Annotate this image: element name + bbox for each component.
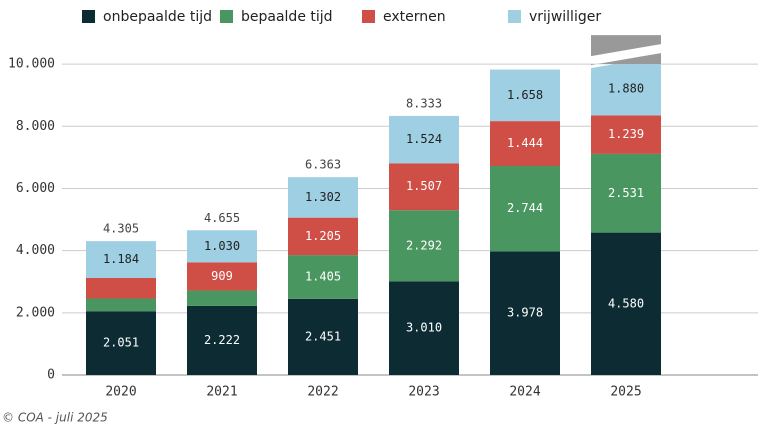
- y-tick-label: 10.000: [8, 57, 55, 72]
- x-tick-label: 2025: [610, 385, 641, 400]
- y-tick-label: 8.000: [16, 119, 55, 134]
- segment-label: 2.222: [204, 333, 240, 347]
- bar-segment: [86, 277, 156, 299]
- bar-segment: [86, 311, 156, 375]
- bar-segment: [389, 281, 459, 375]
- bar-segment: [288, 255, 358, 299]
- segment-label: 1.205: [305, 229, 341, 243]
- legend-swatch: [220, 10, 233, 23]
- segment-label: 2.292: [406, 238, 442, 252]
- x-tick-label: 2022: [307, 385, 338, 400]
- segment-label: 4.580: [608, 296, 644, 310]
- bar-segment: [86, 298, 156, 312]
- bar-segment: [288, 298, 358, 375]
- x-tick-label: 2023: [408, 385, 439, 400]
- bar-segment: [591, 153, 661, 233]
- source: © COA - juli 2025: [2, 411, 108, 425]
- legend-swatch: [82, 10, 95, 23]
- bar-segment: [187, 262, 257, 291]
- segment-label: 2.744: [507, 201, 543, 215]
- segment-label: 1.444: [507, 136, 543, 150]
- axis-break-bottom: [591, 53, 661, 66]
- segment-label: 1.405: [305, 269, 341, 283]
- y-tick-label: 6.000: [16, 181, 55, 196]
- legend-label: onbepaalde tijd: [103, 9, 212, 25]
- bar-segment: [288, 177, 358, 218]
- bar-segment: [187, 230, 257, 263]
- legend-label: bepaalde tijd: [241, 9, 333, 25]
- segment-label: 1.184: [103, 252, 139, 266]
- bar-segment: [389, 115, 459, 164]
- bar-segment: [490, 166, 560, 252]
- bar-segment: [187, 305, 257, 375]
- bar-segment: [288, 217, 358, 256]
- y-tick-label: 4.000: [16, 243, 55, 258]
- segment-label: 3.010: [406, 321, 442, 335]
- y-tick-label: 0: [47, 368, 55, 383]
- legend-swatch: [362, 10, 375, 23]
- bars: [86, 64, 661, 375]
- legend-label: vrijwilliger: [529, 9, 601, 25]
- bar-segment: [86, 241, 156, 278]
- bar-segment: [591, 115, 661, 154]
- segment-label: 2.531: [608, 186, 644, 200]
- total-label: 4.305: [103, 222, 139, 236]
- bar-segment: [591, 64, 661, 116]
- segment-label: 2.051: [103, 336, 139, 350]
- segment-label: 1.507: [406, 179, 442, 193]
- legend-label: externen: [383, 9, 446, 25]
- bar-segment: [389, 210, 459, 282]
- segment-label: 1.524: [406, 132, 442, 146]
- bar-segment: [389, 163, 459, 211]
- segment-label: 1.239: [608, 127, 644, 141]
- segment-label: 1.880: [608, 82, 644, 96]
- bar-segment: [490, 69, 560, 122]
- total-label: 6.363: [305, 158, 341, 172]
- total-label: 8.333: [406, 96, 442, 110]
- segment-label: 1.302: [305, 190, 341, 204]
- x-tick-label: 2020: [105, 385, 136, 400]
- y-tick-label: 2.000: [16, 305, 55, 320]
- segment-label: 1.658: [507, 88, 543, 102]
- segment-label: 909: [211, 269, 233, 283]
- bar-segment: [490, 121, 560, 167]
- x-tick-label: 2024: [509, 385, 540, 400]
- axis-break-top: [591, 35, 661, 57]
- bar-segment: [591, 232, 661, 375]
- segment-label: 1.030: [204, 239, 240, 253]
- legend-swatch: [508, 10, 521, 23]
- bar-segment: [490, 251, 560, 375]
- bar-segment: [187, 290, 257, 306]
- segment-label: 3.978: [507, 306, 543, 320]
- segment-label: 2.451: [305, 329, 341, 343]
- total-label: 4.655: [204, 211, 240, 225]
- x-tick-label: 2021: [206, 385, 237, 400]
